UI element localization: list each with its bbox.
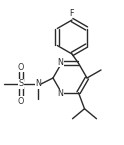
- Text: F: F: [70, 9, 74, 18]
- Text: O: O: [18, 62, 24, 71]
- Text: O: O: [18, 97, 24, 106]
- Text: S: S: [18, 79, 24, 88]
- Text: N: N: [35, 79, 41, 88]
- Text: N: N: [58, 58, 63, 67]
- Text: N: N: [58, 89, 63, 98]
